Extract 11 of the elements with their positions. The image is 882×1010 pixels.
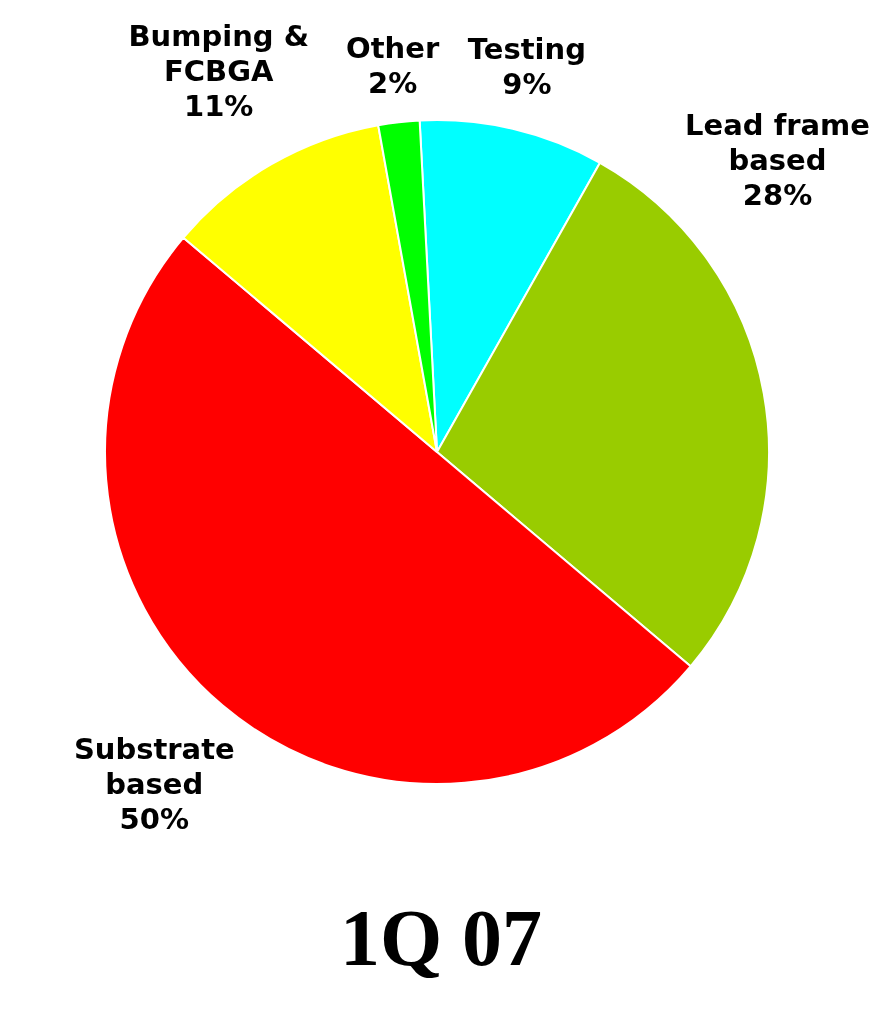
slice-label: Other (346, 31, 440, 66)
data-label: 2% (368, 66, 418, 101)
data-label: 28% (742, 178, 813, 213)
data-label: 11% (184, 89, 254, 124)
data-label: 50% (119, 802, 189, 837)
slice-label: Bumping & FCBGA (128, 19, 309, 89)
slice-label: Testing (467, 31, 586, 66)
data-label: 9% (502, 66, 552, 101)
slice-label: Substrate based (73, 732, 235, 802)
slice-label: Lead frame based (685, 108, 870, 178)
text: 1Q 07 (338, 893, 544, 984)
